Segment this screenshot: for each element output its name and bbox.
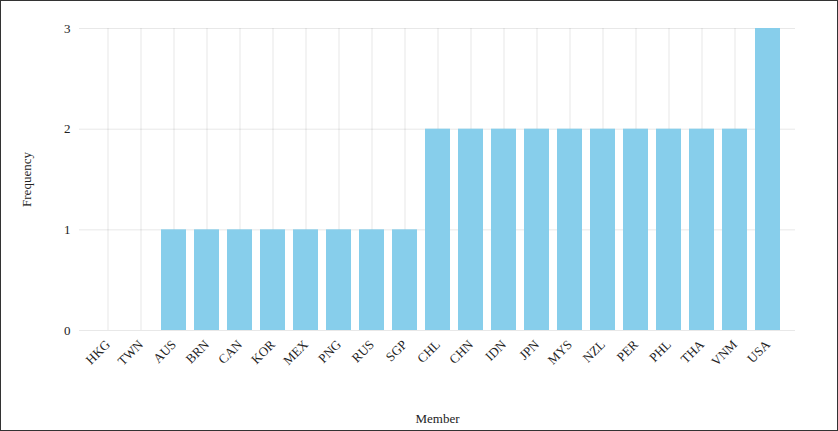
svg-text:SGP: SGP bbox=[383, 337, 410, 364]
svg-text:Member: Member bbox=[415, 411, 460, 426]
svg-text:KOR: KOR bbox=[248, 337, 278, 367]
svg-text:IDN: IDN bbox=[482, 336, 509, 363]
svg-text:PHL: PHL bbox=[646, 337, 674, 365]
svg-text:PER: PER bbox=[614, 337, 642, 365]
svg-text:2: 2 bbox=[64, 121, 71, 136]
svg-text:JPN: JPN bbox=[516, 336, 542, 362]
svg-text:HKG: HKG bbox=[83, 337, 114, 368]
svg-text:PNG: PNG bbox=[315, 337, 344, 366]
svg-text:BRN: BRN bbox=[183, 336, 213, 366]
svg-text:CHL: CHL bbox=[414, 337, 443, 366]
svg-text:1: 1 bbox=[64, 222, 71, 237]
svg-text:MEX: MEX bbox=[280, 336, 311, 367]
svg-text:3: 3 bbox=[64, 21, 71, 36]
svg-text:NZL: NZL bbox=[580, 337, 609, 366]
svg-text:TWN: TWN bbox=[115, 336, 147, 368]
svg-text:THA: THA bbox=[678, 336, 708, 366]
svg-text:CAN: CAN bbox=[215, 336, 245, 366]
svg-text:0: 0 bbox=[64, 323, 71, 338]
svg-text:MYS: MYS bbox=[545, 337, 576, 368]
svg-text:AUS: AUS bbox=[150, 337, 179, 366]
svg-text:Frequency: Frequency bbox=[19, 152, 34, 207]
svg-text:VNM: VNM bbox=[708, 336, 740, 368]
svg-text:RUS: RUS bbox=[349, 337, 377, 365]
svg-text:CHN: CHN bbox=[446, 336, 476, 366]
svg-text:USA: USA bbox=[744, 336, 773, 365]
